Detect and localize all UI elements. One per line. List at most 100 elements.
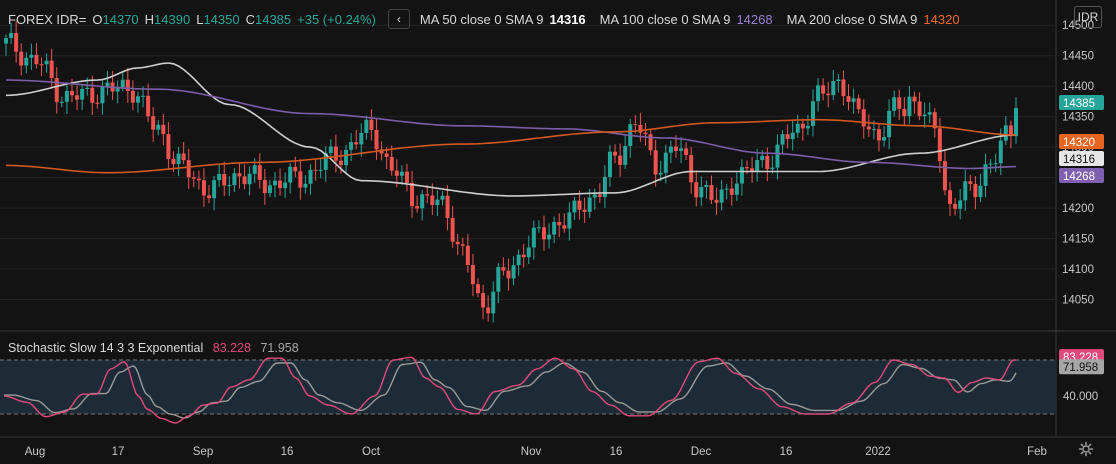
candle-down: [618, 155, 623, 165]
candle-down: [404, 171, 409, 183]
candle-up: [724, 188, 729, 190]
price-tick-label: 14450: [1062, 51, 1094, 63]
candle-up: [602, 176, 607, 197]
ma50-value: 14316: [549, 11, 586, 27]
candle-up: [328, 146, 333, 154]
candle-up: [1014, 107, 1018, 137]
candle-up: [623, 145, 628, 165]
stochastic-tick-label: 40.000: [1063, 391, 1098, 403]
candle-down: [151, 116, 156, 130]
candle-up: [349, 142, 354, 150]
candle-down: [932, 112, 937, 129]
candle-up: [790, 132, 795, 140]
candle-down: [597, 194, 602, 197]
price-label-text: 14268: [1063, 171, 1095, 183]
candle-up: [267, 185, 272, 194]
price-label-box: 14385: [1059, 95, 1104, 110]
candle-up: [882, 137, 887, 141]
candle-up: [115, 87, 120, 92]
candle-down: [430, 195, 435, 206]
price-axis: 1450014450144001435014300142501420014150…: [1059, 20, 1104, 307]
candle-up: [587, 197, 592, 212]
candle-down: [709, 185, 714, 200]
candle-up: [663, 152, 668, 173]
grid-lines: [0, 0, 1116, 438]
close-key: C: [245, 11, 255, 27]
stochastic-title[interactable]: Stochastic Slow 14 3 3 Exponential: [8, 341, 204, 355]
ma200-label[interactable]: MA 200 close 0 SMA 9: [786, 11, 918, 27]
time-axis: Aug 17 Sep 16 Oct Nov 16 Dec 16 2022 Feb: [25, 446, 1047, 458]
candle-down: [714, 199, 719, 203]
candle-down: [785, 134, 790, 140]
candle-down: [1008, 125, 1013, 137]
currency-selector[interactable]: IDR: [1074, 6, 1102, 28]
candle-up: [4, 38, 8, 44]
candle-down: [222, 173, 227, 186]
candle-down: [338, 160, 343, 166]
candle-down: [69, 90, 74, 96]
candle-down: [470, 265, 475, 285]
price-label-box: 14316: [1059, 151, 1104, 166]
price-tick-label: 14050: [1062, 295, 1094, 307]
candle-down: [95, 102, 100, 104]
candle-down: [146, 95, 151, 117]
candle-down: [186, 160, 191, 178]
candle-up: [318, 169, 323, 171]
price-label-text: 14320: [1063, 137, 1095, 149]
candle-down: [937, 128, 942, 162]
candle-down: [689, 155, 694, 183]
candle-down: [912, 96, 917, 102]
candle-down: [313, 169, 318, 171]
candle-down: [49, 60, 54, 79]
ma50-label[interactable]: MA 50 close 0 SMA 9: [419, 11, 544, 27]
ma200-value: 14320: [923, 11, 960, 27]
moving-averages: [5, 62, 1017, 197]
candle-down: [257, 165, 262, 180]
candle-down: [207, 195, 212, 199]
candle-up: [105, 82, 110, 87]
candle-up: [44, 60, 49, 65]
ma100-label[interactable]: MA 100 close 0 SMA 9: [599, 11, 731, 27]
candle-up: [232, 173, 237, 186]
high-value: 14390: [154, 11, 191, 27]
ma-line-ma100: [6, 79, 1017, 170]
candle-down: [75, 95, 80, 100]
candle-down: [34, 54, 39, 65]
candle-down: [19, 51, 24, 66]
low-key: L: [196, 11, 204, 27]
candle-up: [907, 96, 912, 117]
candle-down: [953, 203, 958, 209]
candle-down: [476, 284, 481, 294]
candle-up: [64, 90, 69, 102]
symbol-label: FOREX IDR=: [8, 11, 87, 27]
candle-up: [227, 185, 232, 187]
candle-down: [826, 93, 831, 96]
candle-down: [694, 182, 699, 198]
stochastic-band: [0, 360, 1056, 414]
candle-down: [425, 194, 430, 196]
candle-up: [963, 181, 968, 201]
candle-down: [278, 180, 283, 189]
candle-up: [359, 132, 364, 145]
gear-icon[interactable]: [1078, 441, 1094, 457]
candle-down: [196, 178, 201, 181]
stochastic-value-text: 71.958: [1063, 362, 1098, 374]
candle-down: [379, 149, 384, 154]
candle-down: [917, 101, 922, 117]
candle-down: [684, 148, 689, 156]
candle-down: [166, 134, 171, 160]
candle-up: [283, 182, 288, 189]
candle-down: [968, 181, 973, 184]
candle-down: [648, 134, 653, 151]
candle-up: [668, 146, 673, 153]
candle-down: [897, 97, 902, 109]
candle-up: [755, 160, 760, 172]
price-label-text: 14316: [1063, 154, 1095, 166]
candle-up: [120, 79, 125, 88]
candle-down: [973, 183, 978, 198]
candle-down: [191, 177, 196, 179]
collapse-legend-button[interactable]: ‹: [387, 9, 410, 29]
candle-up: [719, 189, 724, 203]
